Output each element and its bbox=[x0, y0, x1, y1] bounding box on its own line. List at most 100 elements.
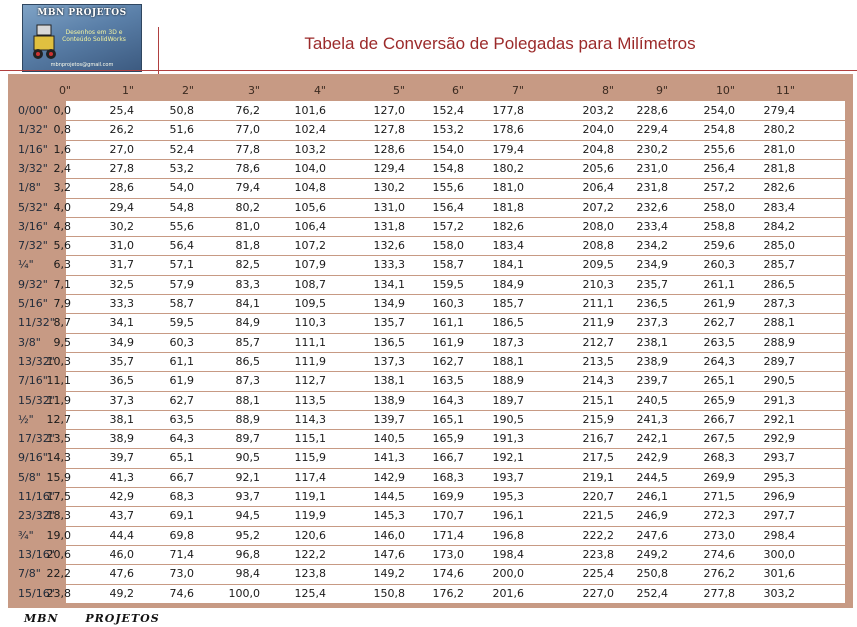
table-cell: 285,7 bbox=[763, 258, 796, 271]
row-divider bbox=[66, 468, 845, 469]
table-cell: 297,7 bbox=[763, 509, 796, 522]
table-cell: 0,8 bbox=[53, 123, 72, 136]
row-label: 1/8" bbox=[18, 181, 41, 194]
table-cell: 1,6 bbox=[53, 143, 72, 156]
table-cell: 291,3 bbox=[763, 394, 796, 407]
table-cell: 274,6 bbox=[703, 548, 736, 561]
table-cell: 137,3 bbox=[373, 355, 406, 368]
table-cell: 83,3 bbox=[235, 278, 261, 291]
table-cell: 258,0 bbox=[703, 201, 736, 214]
table-cell: 237,3 bbox=[636, 316, 669, 329]
table-cell: 36,5 bbox=[109, 374, 135, 387]
table-cell: 57,9 bbox=[169, 278, 195, 291]
table-cell: 38,1 bbox=[109, 413, 135, 426]
row-label: 5/8" bbox=[18, 471, 41, 484]
table-cell: 104,0 bbox=[294, 162, 327, 175]
table-cell: 208,0 bbox=[582, 220, 615, 233]
table-cell: 109,5 bbox=[294, 297, 327, 310]
table-cell: 34,1 bbox=[109, 316, 135, 329]
table-cell: 289,7 bbox=[763, 355, 796, 368]
table-cell: 231,0 bbox=[636, 162, 669, 175]
table-cell: 25,4 bbox=[109, 104, 135, 117]
table-cell: 113,5 bbox=[294, 394, 327, 407]
table-cell: 189,7 bbox=[492, 394, 525, 407]
table-cell: 122,2 bbox=[294, 548, 327, 561]
column-header: 9" bbox=[655, 84, 668, 97]
table-cell: 110,3 bbox=[294, 316, 327, 329]
table-cell: 181,8 bbox=[492, 201, 525, 214]
table-cell: 81,0 bbox=[235, 220, 261, 233]
table-cell: 255,6 bbox=[703, 143, 736, 156]
table-cell: 265,1 bbox=[703, 374, 736, 387]
table-cell: 82,5 bbox=[235, 258, 261, 271]
table-cell: 147,6 bbox=[373, 548, 406, 561]
table-cell: 179,4 bbox=[492, 143, 525, 156]
table-cell: 114,3 bbox=[294, 413, 327, 426]
table-cell: 0,0 bbox=[53, 104, 72, 117]
table-cell: 235,7 bbox=[636, 278, 669, 291]
table-cell: 234,2 bbox=[636, 239, 669, 252]
table-cell: 246,9 bbox=[636, 509, 669, 522]
table-cell: 238,9 bbox=[636, 355, 669, 368]
table-cell: 193,7 bbox=[492, 471, 525, 484]
table-cell: 128,6 bbox=[373, 143, 406, 156]
table-cell: 17,5 bbox=[46, 490, 72, 503]
table-cell: 215,9 bbox=[582, 413, 615, 426]
table-cell: 55,6 bbox=[169, 220, 195, 233]
table-cell: 196,8 bbox=[492, 529, 525, 542]
table-cell: 37,3 bbox=[109, 394, 135, 407]
table-cell: 176,2 bbox=[432, 587, 465, 600]
table-cell: 131,8 bbox=[373, 220, 406, 233]
column-header: 3" bbox=[247, 84, 260, 97]
table-cell: 30,2 bbox=[109, 220, 135, 233]
table-cell: 93,7 bbox=[235, 490, 261, 503]
table-cell: 38,9 bbox=[109, 432, 135, 445]
table-cell: 3,2 bbox=[53, 181, 72, 194]
page-title: Tabela de Conversão de Polegadas para Mi… bbox=[304, 34, 696, 53]
table-cell: 19,0 bbox=[46, 529, 72, 542]
table-cell: 200,0 bbox=[492, 567, 525, 580]
table-cell: 58,7 bbox=[169, 297, 195, 310]
table-cell: 2,4 bbox=[53, 162, 72, 175]
table-cell: 217,5 bbox=[582, 451, 615, 464]
table-cell: 63,5 bbox=[169, 413, 195, 426]
table-cell: 134,1 bbox=[373, 278, 406, 291]
table-cell: 104,8 bbox=[294, 181, 327, 194]
row-label: 5/32" bbox=[18, 201, 48, 214]
table-cell: 295,3 bbox=[763, 471, 796, 484]
table-cell: 188,9 bbox=[492, 374, 525, 387]
table-cell: 7,9 bbox=[53, 297, 72, 310]
table-cell: 125,4 bbox=[294, 587, 327, 600]
footer-brand: MBN PROJETOS bbox=[24, 612, 160, 625]
table-cell: 196,1 bbox=[492, 509, 525, 522]
row-label: 7/8" bbox=[18, 567, 41, 580]
table-cell: 73,0 bbox=[169, 567, 195, 580]
table-cell: 4,0 bbox=[53, 201, 72, 214]
table-cell: 154,0 bbox=[432, 143, 465, 156]
row-divider bbox=[66, 120, 845, 121]
table-cell: 158,7 bbox=[432, 258, 465, 271]
table-cell: 229,4 bbox=[636, 123, 669, 136]
table-cell: 211,1 bbox=[582, 297, 615, 310]
table-cell: 276,2 bbox=[703, 567, 736, 580]
column-header: 10" bbox=[715, 84, 735, 97]
table-cell: 157,2 bbox=[432, 220, 465, 233]
table-cell: 61,9 bbox=[169, 374, 195, 387]
table-cell: 225,4 bbox=[582, 567, 615, 580]
table-cell: 131,0 bbox=[373, 201, 406, 214]
header-vertical-rule bbox=[158, 27, 159, 75]
table-cell: 190,5 bbox=[492, 413, 525, 426]
table-cell: 247,6 bbox=[636, 529, 669, 542]
table-cell: 228,6 bbox=[636, 104, 669, 117]
table-cell: 98,4 bbox=[235, 567, 261, 580]
table-cell: 186,5 bbox=[492, 316, 525, 329]
row-label: 9/32" bbox=[18, 278, 48, 291]
table-cell: 232,6 bbox=[636, 201, 669, 214]
table-header-row: 0" 1" 2" 3" 4" 5" 6" 7" 8" 9" 10" 11" bbox=[8, 74, 853, 100]
table-cell: 115,9 bbox=[294, 451, 327, 464]
table-cell: 265,9 bbox=[703, 394, 736, 407]
column-header: 2" bbox=[181, 84, 194, 97]
table-cell: 12,7 bbox=[46, 413, 72, 426]
table-cell: 34,9 bbox=[109, 336, 135, 349]
table-cell: 4,8 bbox=[53, 220, 72, 233]
